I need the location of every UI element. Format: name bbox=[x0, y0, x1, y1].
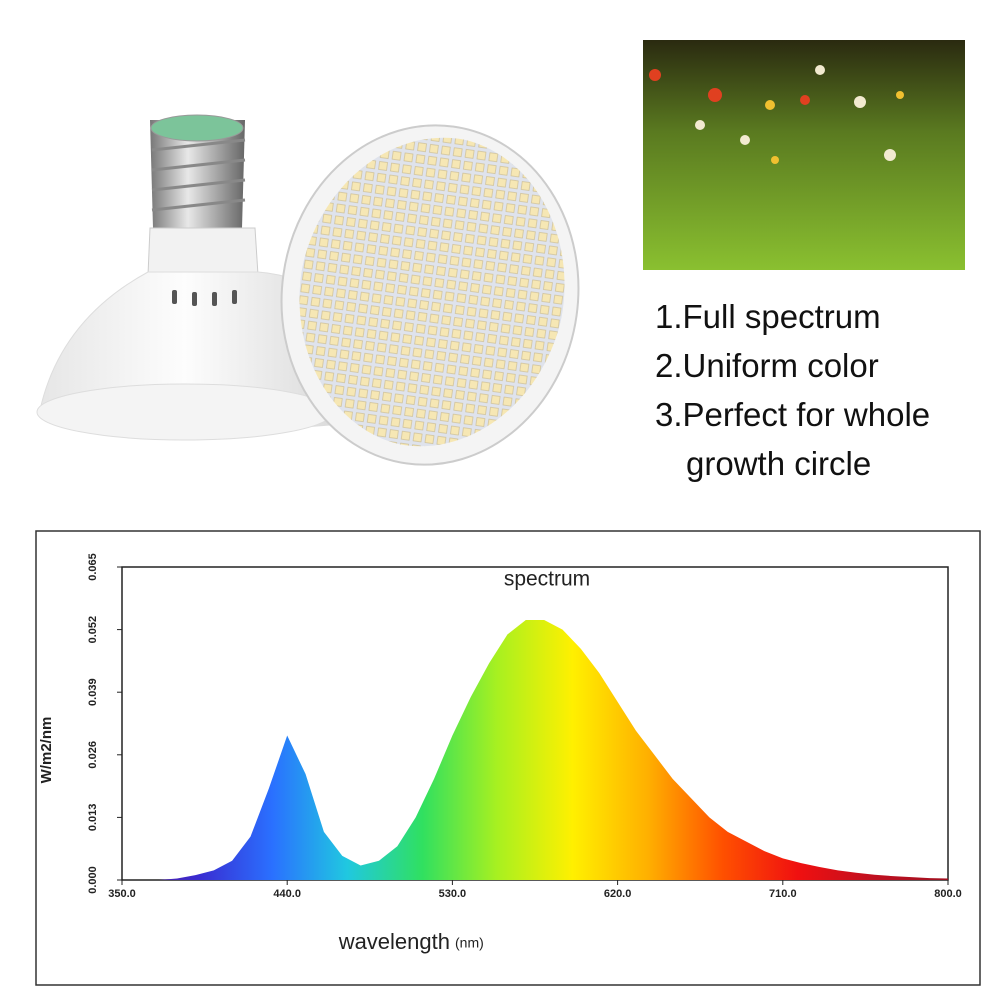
y-tick-label: 0.052 bbox=[87, 616, 99, 644]
spectrum-area bbox=[122, 619, 948, 880]
garden-photo bbox=[643, 40, 965, 270]
chart-title: spectrum bbox=[504, 568, 590, 591]
x-tick-label: 620.0 bbox=[604, 888, 632, 900]
x-axis-unit: (nm) bbox=[455, 935, 484, 951]
y-tick-label: 0.013 bbox=[87, 804, 99, 832]
bulb-photo bbox=[36, 114, 580, 466]
x-tick-label: 710.0 bbox=[769, 888, 797, 900]
x-axis-label: wavelength bbox=[338, 929, 450, 954]
x-tick-label: 350.0 bbox=[108, 888, 136, 900]
x-tick-label: 800.0 bbox=[934, 888, 962, 900]
y-axis-label: W/m2/nm bbox=[38, 717, 55, 784]
chart-frame bbox=[35, 530, 981, 986]
feature: 1.Full spectrum bbox=[655, 298, 881, 335]
y-tick-label: 0.039 bbox=[87, 678, 99, 706]
feature: 3.Perfect for whole growth circle bbox=[655, 396, 931, 482]
y-tick-label: 0.026 bbox=[87, 741, 99, 769]
x-tick-label: 530.0 bbox=[439, 888, 467, 900]
feature-list: 1.Full spectrum 2.Uniform color 3.Perfec… bbox=[655, 292, 985, 488]
feature: 2.Uniform color bbox=[655, 347, 879, 384]
x-tick-label: 440.0 bbox=[273, 888, 301, 900]
y-tick-label: 0.065 bbox=[87, 553, 99, 581]
y-tick-label: 0.000 bbox=[87, 866, 99, 894]
